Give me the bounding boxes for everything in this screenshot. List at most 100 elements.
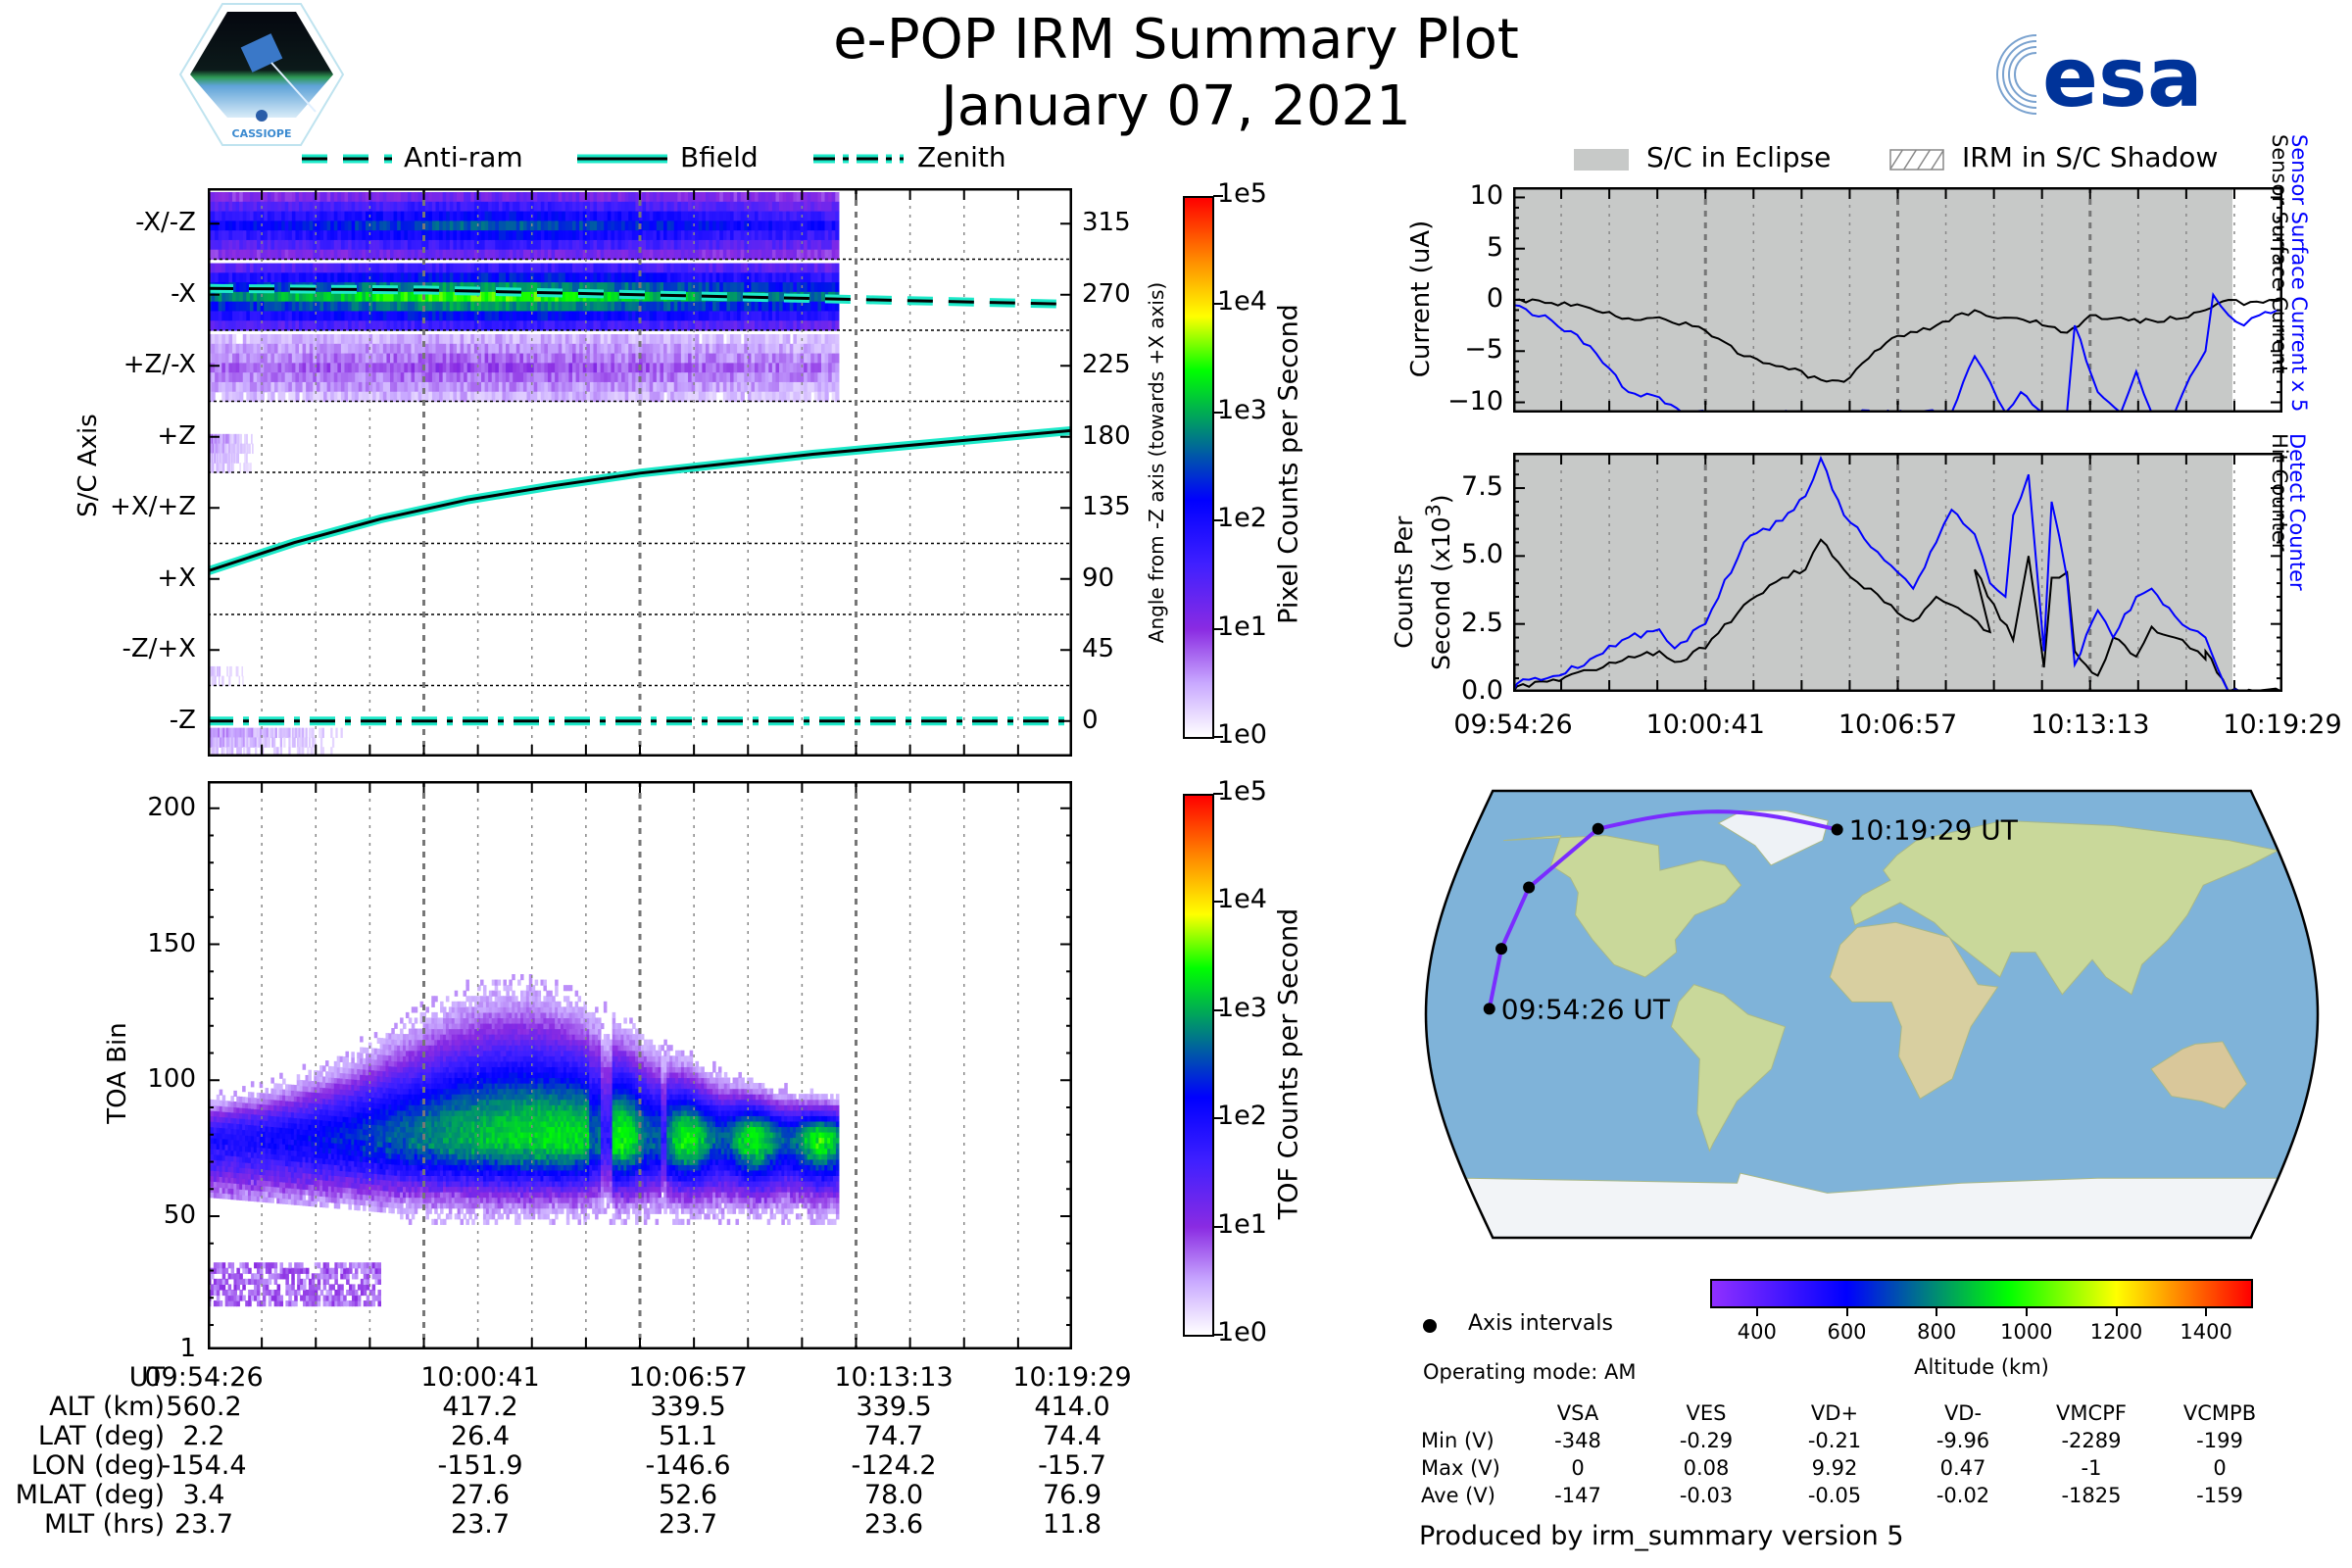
heatmap-cell xyxy=(213,1181,218,1188)
heatmap-cell xyxy=(299,1106,304,1113)
heatmap-cell xyxy=(828,372,833,383)
heatmap-cell xyxy=(219,1149,223,1155)
heatmap-cell xyxy=(210,433,213,445)
heatmap-cell xyxy=(228,301,233,313)
heatmap-cell xyxy=(663,263,668,273)
heatmap-cell xyxy=(793,272,798,283)
heatmap-cell xyxy=(820,372,826,383)
heatmap-cell xyxy=(404,211,409,221)
heatmap-cell xyxy=(804,391,808,403)
heatmap-cell xyxy=(775,239,780,251)
heatmap-cell xyxy=(276,1181,280,1188)
heatmap-cell xyxy=(270,239,275,251)
heatmap-cell xyxy=(397,320,402,331)
sc-axis-tick-label: -Z/+X xyxy=(122,634,196,664)
heatmap-cell xyxy=(262,1180,267,1187)
heatmap-cell xyxy=(239,737,242,748)
heatmap-cell xyxy=(299,230,304,241)
heatmap-cell xyxy=(540,282,545,293)
heatmap-cell xyxy=(344,363,349,373)
heatmap-cell xyxy=(242,282,247,293)
heatmap-cell xyxy=(368,381,373,393)
heatmap-cell xyxy=(562,249,566,261)
heatmap-cell xyxy=(290,1188,295,1195)
heatmap-cell xyxy=(333,363,338,373)
heatmap-cell xyxy=(415,334,419,345)
heatmap-cell xyxy=(326,230,331,241)
heatmap-cell xyxy=(579,239,584,251)
heatmap-cell xyxy=(537,334,542,345)
heatmap-cell xyxy=(744,311,749,321)
heatmap-cell xyxy=(296,1161,301,1168)
heatmap-cell xyxy=(568,391,573,403)
heatmap-cell xyxy=(547,301,553,313)
heatmap-cell xyxy=(642,334,647,345)
heatmap-cell xyxy=(230,443,233,455)
angle-tick-label: 90 xyxy=(1082,563,1115,593)
heatmap-cell xyxy=(775,391,780,403)
heatmap-cell xyxy=(466,263,471,273)
heatmap-cell xyxy=(533,291,538,303)
heatmap-cell xyxy=(313,363,318,373)
heatmap-cell xyxy=(299,263,304,273)
heatmap-cell xyxy=(268,1169,271,1176)
heatmap-cell xyxy=(719,381,724,393)
heatmap-cell xyxy=(228,211,233,221)
heatmap-cell xyxy=(453,353,458,364)
heatmap-cell xyxy=(407,220,413,231)
heatmap-cell xyxy=(807,301,811,313)
heatmap-cell xyxy=(308,1140,312,1147)
heatmap-cell xyxy=(231,433,234,445)
heatmap-cell xyxy=(239,443,241,455)
heatmap-cell xyxy=(215,311,220,321)
heatmap-cell xyxy=(768,272,773,283)
heatmap-cell xyxy=(786,239,791,251)
heatmap-cell xyxy=(211,372,216,383)
heatmap-cell xyxy=(515,211,520,221)
heatmap-cell xyxy=(824,334,829,345)
heatmap-cell xyxy=(695,272,700,283)
heatmap-cell xyxy=(540,372,545,383)
heatmap-cell xyxy=(677,311,682,321)
heatmap-cell xyxy=(695,381,700,393)
heatmap-cell xyxy=(242,291,247,303)
heatmap-cell xyxy=(579,249,584,261)
heatmap-cell xyxy=(272,727,276,739)
legend-eclipse: S/C in Eclipse xyxy=(1646,141,1832,173)
heatmap-cell xyxy=(533,381,538,393)
heatmap-cell xyxy=(807,372,811,383)
heatmap-cell xyxy=(733,282,738,293)
heatmap-cell xyxy=(211,391,216,403)
heatmap-cell xyxy=(250,1162,255,1169)
heatmap-cell xyxy=(666,211,671,221)
heatmap-cell xyxy=(611,239,615,251)
heatmap-cell xyxy=(259,1108,264,1115)
heatmap-cell xyxy=(631,372,636,383)
heatmap-cell xyxy=(250,1124,255,1131)
heatmap-cell xyxy=(593,230,598,241)
heatmap-cell xyxy=(564,353,570,364)
heatmap-cell xyxy=(600,301,605,313)
heatmap-cell xyxy=(234,737,237,748)
heatmap-cell xyxy=(715,211,720,221)
heatmap-cell xyxy=(617,381,622,393)
heatmap-cell xyxy=(228,311,233,321)
heatmap-cell xyxy=(288,747,291,757)
heatmap-cell xyxy=(330,391,335,403)
heatmap-cell xyxy=(807,211,811,221)
heatmap-cell xyxy=(712,381,717,393)
heatmap-cell xyxy=(755,353,760,364)
heatmap-cell xyxy=(290,1150,295,1156)
heatmap-cell xyxy=(270,1143,274,1150)
heatmap-cell xyxy=(265,1142,270,1149)
heatmap-cell xyxy=(417,363,422,373)
heatmap-cell xyxy=(722,211,727,221)
heatmap-cell xyxy=(232,381,237,393)
heatmap-cell xyxy=(222,443,225,455)
heatmap-cell xyxy=(256,737,260,748)
heatmap-cell xyxy=(235,311,240,321)
heatmap-cell xyxy=(218,665,220,677)
heatmap-cell xyxy=(491,239,496,251)
heatmap-cell xyxy=(533,372,538,383)
heatmap-cell xyxy=(488,320,493,331)
